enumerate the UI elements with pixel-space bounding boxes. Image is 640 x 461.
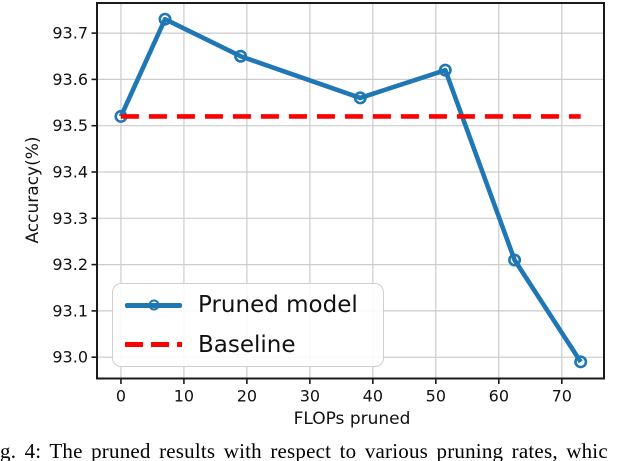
x-tick-label: 60 — [489, 387, 509, 406]
x-axis-label: FLOPs pruned — [294, 409, 411, 429]
tick-labels: 0 10 20 30 40 50 60 70 93.0 93.1 93.2 93.3 93.4 93.5 9… — [52, 24, 572, 406]
legend: Pruned model Baseline — [112, 283, 384, 367]
x-tick-label: 0 — [116, 387, 126, 406]
y-axis-label: Accuracy(%) — [23, 136, 43, 243]
tick-marks — [91, 32, 563, 384]
data-point-marker — [574, 355, 588, 369]
y-tick-label: 93.0 — [52, 348, 88, 367]
chart-canvas: 0 10 20 30 40 50 60 70 93.0 93.1 93.2 93.3 93.4 93.5 9… — [23, 2, 605, 429]
plot-border — [96, 2, 605, 380]
data-series — [114, 12, 588, 369]
data-point-marker — [353, 91, 367, 105]
y-tick-label: 93.2 — [52, 255, 88, 274]
y-tick-label: 93.5 — [52, 116, 88, 135]
y-tick-label: 93.6 — [52, 70, 88, 89]
legend-item-pruned-model: Pruned model — [125, 290, 371, 321]
legend-label-baseline: Baseline — [198, 331, 296, 358]
axes-spines — [96, 2, 605, 380]
x-tick-label: 20 — [237, 387, 257, 406]
circle-marker-icon — [148, 299, 159, 311]
legend-label-pruned-model: Pruned model — [198, 292, 358, 319]
x-tick-label: 70 — [552, 387, 572, 406]
y-tick-label: 93.3 — [52, 209, 88, 228]
grid-lines — [97, 3, 604, 379]
y-tick-label: 93.7 — [52, 24, 88, 43]
legend-item-baseline: Baseline — [125, 330, 371, 361]
y-tick-label: 93.4 — [52, 162, 88, 181]
y-tick-label: 93.1 — [52, 301, 88, 320]
figure-caption: g. 4: The pruned results with respect to… — [0, 439, 608, 461]
x-tick-label: 50 — [426, 387, 446, 406]
pruned-model-line — [118, 16, 583, 364]
baseline-dashed-line-sample-icon — [125, 342, 182, 348]
data-point-marker — [508, 253, 522, 267]
data-point-marker — [234, 49, 248, 63]
data-point-marker — [158, 12, 172, 26]
x-tick-label: 30 — [300, 387, 320, 406]
data-point-marker — [438, 63, 452, 77]
x-tick-label: 40 — [363, 387, 383, 406]
x-tick-label: 10 — [174, 387, 194, 406]
pruned-model-line-sample-icon — [125, 299, 182, 311]
